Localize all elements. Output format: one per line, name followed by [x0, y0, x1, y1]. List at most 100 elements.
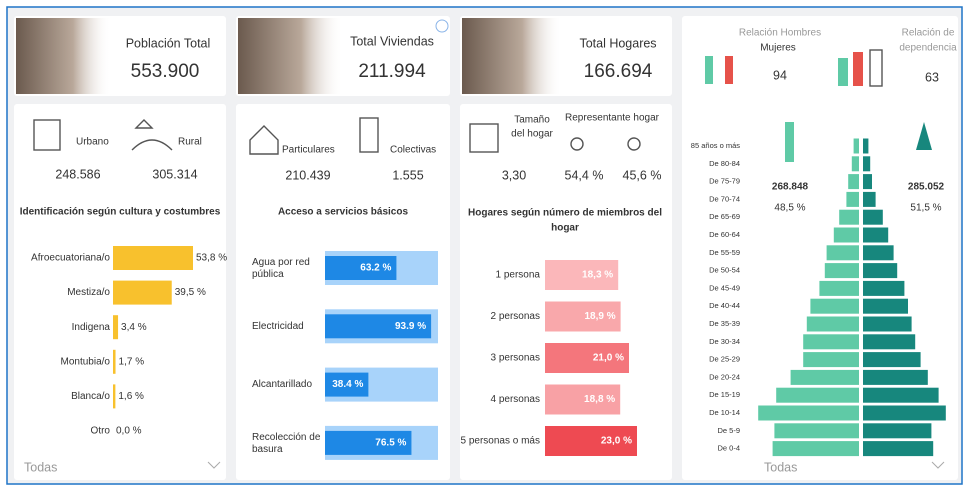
pyramid-bar [807, 317, 859, 332]
pyramid-bar [810, 299, 859, 314]
value-label: 1,6 % [118, 391, 144, 402]
pyramid-bar [863, 423, 931, 438]
dwelling-label: Colectivas [390, 145, 436, 156]
pyramid-bar [863, 245, 894, 260]
category-label: Afroecuatoriana/o [31, 253, 110, 264]
pyramid-bar [803, 352, 859, 367]
sex-total: 268.848 [772, 182, 809, 193]
age-label: De 10-14 [709, 408, 740, 417]
pyramid-bar [774, 423, 859, 438]
value-label: 23,0 % [601, 436, 632, 447]
category-label: Otro [91, 426, 111, 437]
age-label: De 60-64 [709, 230, 740, 239]
age-label: De 65-69 [709, 212, 740, 221]
age-label: De 75-79 [709, 177, 740, 186]
bar [113, 281, 172, 305]
value-label: 93.9 % [395, 321, 426, 332]
pyramid-bar [863, 388, 939, 403]
size-label: Tamaño [514, 115, 550, 126]
ratio-value: 63 [925, 70, 939, 84]
pyramid-bar [863, 317, 912, 332]
pyramid-bar [863, 406, 946, 421]
bar [113, 350, 116, 374]
dwelling-value: 210.439 [285, 168, 330, 182]
value-label: 63.2 % [360, 263, 391, 274]
ratio-label: dependencia [899, 43, 957, 54]
pyramid-bar [776, 388, 859, 403]
pyramid-bar [854, 139, 859, 154]
male-icon [705, 56, 713, 84]
pyramid-bar [863, 139, 868, 154]
pyramid-bar [791, 370, 859, 385]
size-label: del hogar [511, 129, 553, 140]
ratio-value: 94 [773, 68, 787, 82]
age-label: De 45-49 [709, 283, 740, 292]
filter-dropdown[interactable]: Todas [24, 460, 57, 474]
photo [238, 18, 343, 94]
photo [16, 18, 111, 94]
category-label: 1 persona [496, 270, 541, 281]
ratio-label: Mujeres [760, 43, 796, 54]
pyramid-bar [848, 174, 859, 189]
photo [462, 18, 562, 94]
ratio-label: Relación de [902, 28, 955, 39]
value-label: 18,9 % [584, 311, 615, 322]
female-icon [725, 56, 733, 84]
pyramid-bar [852, 156, 859, 171]
value-label: 3,4 % [121, 322, 147, 333]
sex-share: 48,5 % [774, 203, 805, 214]
kpi-value: 553.900 [131, 61, 200, 82]
kpi-label: Total Viviendas [350, 34, 434, 48]
filter-dropdown[interactable]: Todas [764, 460, 797, 474]
kpi-value: 211.994 [358, 61, 426, 82]
chart-title: Acceso a servicios básicos [278, 207, 409, 218]
value-label: 18,3 % [582, 270, 613, 281]
bar [113, 315, 118, 339]
age-label: De 40-44 [709, 301, 740, 310]
ratio-label: Relación Hombres [739, 28, 821, 39]
size-value: 3,30 [502, 168, 526, 182]
category-label: Mestiza/o [67, 287, 110, 298]
pyramid-bar [839, 210, 859, 225]
panel [460, 104, 672, 480]
age-label: De 35-39 [709, 319, 740, 328]
age-label: De 25-29 [709, 355, 740, 364]
pyramid-bar [863, 441, 933, 456]
pyramid-bar [863, 263, 897, 278]
dashboard: Población Total 553.900 Total Viviendas … [0, 0, 970, 490]
sex-share: 51,5 % [910, 203, 941, 214]
bar [113, 246, 193, 270]
age-label: De 50-54 [709, 266, 740, 275]
kpi-value: 166.694 [584, 61, 653, 82]
pyramid-bar [863, 210, 883, 225]
age-label: De 5-9 [717, 426, 740, 435]
pyramid-bar [834, 228, 859, 243]
category-label: Indigena [72, 322, 111, 333]
age-label: De 20-24 [709, 372, 740, 381]
value-label: 1,7 % [119, 356, 145, 367]
value-label: 76.5 % [375, 438, 406, 449]
dwelling-label: Particulares [282, 145, 335, 156]
pyramid-bar [863, 156, 870, 171]
category-label: 5 personas o más [461, 436, 541, 447]
age-label: De 15-19 [709, 390, 740, 399]
bar [113, 384, 115, 408]
family-icon [853, 52, 863, 86]
age-label: De 30-34 [709, 337, 740, 346]
pyramid-bar [863, 352, 921, 367]
family-icon [838, 58, 848, 86]
head-label: Representante hogar [565, 113, 660, 124]
category-label: Electricidad [252, 321, 304, 332]
pyramid-bar [863, 192, 876, 207]
value-label: 21,0 % [593, 353, 624, 364]
age-label: De 70-74 [709, 194, 740, 203]
value-label: 0,0 % [116, 426, 142, 437]
value-label: 38.4 % [332, 379, 363, 390]
category-label: 4 personas [491, 394, 540, 405]
pyramid-bar [863, 334, 915, 349]
value-label: 39,5 % [175, 287, 206, 298]
category-label: 2 personas [491, 311, 540, 322]
head-value: 45,6 % [623, 168, 662, 182]
male-icon [785, 122, 794, 162]
chart-title: Identificación según cultura y costumbre… [20, 207, 221, 218]
